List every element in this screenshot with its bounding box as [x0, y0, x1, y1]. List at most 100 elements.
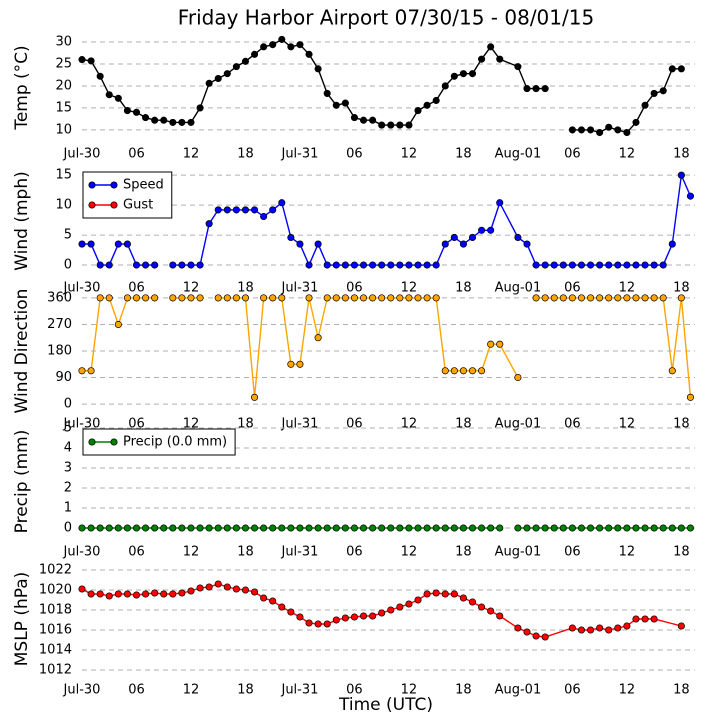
y-tick-label: 10: [55, 198, 72, 213]
y-tick-label: 0: [64, 258, 72, 273]
data-point: [414, 294, 422, 302]
y-tick-label: 1012: [39, 663, 72, 678]
x-tick-label: 12: [183, 281, 200, 296]
data-point: [214, 74, 222, 83]
data-point: [269, 524, 277, 532]
x-tick-label: 18: [455, 683, 472, 698]
data-point: [496, 55, 504, 63]
data-point: [641, 294, 649, 302]
x-tick-label: 12: [619, 545, 636, 560]
y-axis-label: Wind Direction: [12, 289, 32, 414]
legend-marker: [88, 438, 96, 446]
data-point: [686, 524, 695, 532]
data-point: [232, 585, 240, 593]
data-point: [623, 622, 631, 630]
data-point: [296, 613, 304, 621]
data-point: [632, 118, 640, 126]
data-point: [87, 367, 95, 375]
data-point: [178, 294, 186, 302]
data-point: [314, 240, 322, 248]
data-point: [151, 524, 159, 532]
data-point: [278, 603, 286, 611]
data-point: [605, 123, 613, 131]
data-point: [623, 524, 631, 532]
y-tick-label: 4: [64, 441, 72, 456]
data-point: [468, 70, 477, 78]
y-tick-label: 1: [64, 501, 72, 516]
data-point: [632, 261, 640, 269]
data-point: [387, 524, 395, 532]
data-point: [350, 524, 358, 532]
x-tick-label: 06: [128, 683, 145, 698]
data-point: [123, 240, 131, 248]
x-tick-label: 12: [619, 683, 636, 698]
x-tick-label: 18: [673, 545, 690, 560]
data-point: [250, 588, 259, 596]
data-point: [142, 590, 150, 598]
y-tick-label: 3: [64, 461, 72, 476]
legend-marker: [110, 201, 118, 209]
data-point: [496, 524, 504, 532]
data-point: [641, 261, 649, 269]
data-point: [568, 126, 576, 134]
data-point: [632, 524, 640, 532]
data-point: [632, 294, 640, 302]
data-point: [260, 294, 268, 302]
data-point: [250, 206, 259, 214]
data-point: [369, 294, 377, 302]
data-point: [341, 99, 349, 107]
legend-marker: [88, 201, 96, 209]
legend-marker: [110, 181, 118, 189]
data-point: [677, 65, 685, 73]
data-point: [96, 590, 104, 598]
y-tick-label: 15: [55, 100, 72, 115]
data-point: [650, 615, 658, 623]
data-point: [378, 294, 386, 302]
data-point: [478, 603, 486, 611]
data-point: [478, 524, 486, 532]
data-point: [568, 624, 576, 632]
data-point: [250, 393, 259, 401]
data-point: [659, 87, 667, 95]
data-point: [614, 524, 622, 532]
x-tick-label: 18: [455, 281, 472, 296]
data-point: [132, 294, 141, 302]
data-point: [532, 524, 540, 532]
y-tick-label: 0: [64, 397, 72, 412]
data-point: [559, 524, 567, 532]
x-tick-label: Jul-31: [280, 417, 318, 432]
x-tick-label: Jul-30: [63, 683, 101, 698]
data-point: [623, 128, 631, 137]
data-point: [441, 524, 449, 532]
data-point: [541, 294, 549, 302]
x-tick-label: 18: [455, 545, 472, 560]
data-point: [223, 70, 231, 78]
data-point: [196, 294, 204, 302]
data-point: [359, 524, 368, 532]
data-point: [151, 589, 159, 597]
data-point: [142, 114, 150, 122]
x-tick-label: Aug-01: [495, 683, 542, 698]
x-axis-label: Time (UTC): [338, 695, 433, 715]
data-point: [350, 261, 358, 269]
data-point: [487, 340, 495, 348]
data-point: [405, 600, 413, 608]
data-point: [405, 524, 413, 532]
data-point: [359, 294, 368, 302]
data-point: [196, 584, 204, 592]
x-tick-label: Aug-01: [495, 147, 542, 162]
data-point: [105, 524, 113, 532]
data-point: [96, 72, 104, 80]
data-point: [677, 622, 685, 630]
data-point: [305, 294, 313, 302]
x-tick-label: 18: [237, 281, 254, 296]
data-point: [514, 624, 522, 632]
data-point: [178, 589, 186, 597]
data-point: [496, 199, 504, 207]
data-point: [314, 65, 322, 73]
data-point: [232, 206, 240, 214]
data-point: [541, 85, 549, 93]
data-point: [214, 580, 222, 588]
data-point: [414, 261, 422, 269]
data-point: [142, 524, 150, 532]
